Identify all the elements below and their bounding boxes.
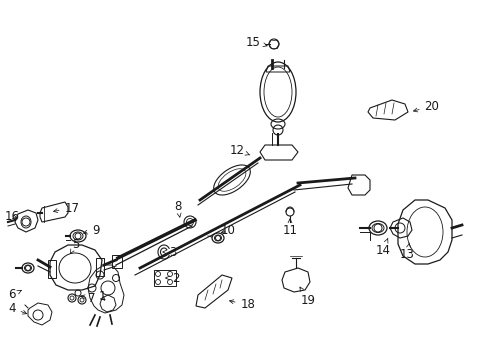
Text: 6: 6 [8, 288, 22, 302]
Text: 13: 13 [399, 243, 415, 261]
Text: 14: 14 [375, 238, 391, 256]
Text: 9: 9 [83, 224, 100, 237]
Text: 19: 19 [300, 287, 316, 306]
Text: 17: 17 [53, 202, 79, 215]
Text: 15: 15 [245, 36, 267, 49]
Text: 1: 1 [98, 291, 106, 303]
Text: 12: 12 [229, 144, 250, 157]
Text: 7: 7 [81, 292, 96, 305]
Text: 5: 5 [71, 238, 80, 253]
Text: 8: 8 [174, 201, 182, 217]
Text: 16: 16 [4, 210, 20, 222]
Text: 10: 10 [220, 224, 235, 237]
Text: 2: 2 [166, 271, 180, 284]
Text: 3: 3 [163, 246, 177, 258]
Text: 18: 18 [229, 298, 255, 311]
Text: 11: 11 [283, 219, 297, 237]
Text: 4: 4 [8, 302, 26, 315]
Text: 20: 20 [414, 99, 440, 112]
